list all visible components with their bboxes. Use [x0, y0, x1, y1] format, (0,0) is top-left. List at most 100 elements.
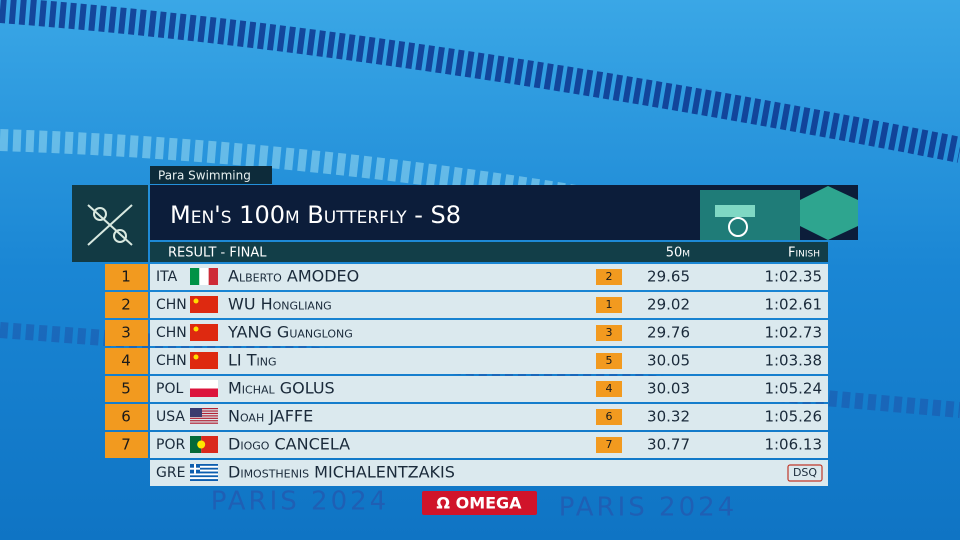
rank: 7 — [121, 436, 131, 454]
event-title: Men's 100m Butterfly - S8 — [170, 201, 461, 229]
flag-part — [190, 408, 202, 417]
athlete-name: Noah JAFFE — [228, 407, 313, 426]
flag-part — [190, 422, 218, 424]
split-time: 30.03 — [647, 380, 690, 398]
split-rank-box — [596, 353, 622, 369]
rank: 5 — [121, 380, 131, 398]
lane-rope — [0, 0, 960, 163]
flag-part — [193, 298, 199, 304]
athlete-name: Michal GOLUS — [228, 379, 335, 398]
finish-time: 1:06.13 — [764, 436, 822, 454]
athlete-name: LI Ting — [228, 351, 277, 370]
country-code: USA — [156, 409, 185, 425]
rank-box — [105, 320, 148, 346]
flag-part — [190, 415, 218, 417]
row-background — [150, 292, 828, 318]
rank-box — [105, 376, 148, 402]
results-table: 1 ITA Alberto AMODEO 2 29.65 1:02.35 2 CHN WU Ho… — [105, 264, 828, 486]
rank: 2 — [121, 296, 131, 314]
games-logo: PARIS 2024 — [559, 493, 737, 523]
flag-part — [190, 412, 218, 415]
country-code: CHN — [156, 353, 187, 369]
athlete-name: WU Hongliang — [228, 295, 332, 314]
lane-rope — [0, 129, 602, 211]
flag-part — [190, 436, 202, 453]
flag-part — [190, 380, 218, 389]
rank-box — [105, 432, 148, 458]
flag — [190, 436, 218, 453]
flag-part — [190, 388, 218, 397]
rank: 3 — [121, 324, 131, 342]
flag-part — [193, 326, 199, 332]
country-code: POL — [156, 381, 183, 397]
flag — [190, 408, 218, 424]
flag-part — [190, 296, 218, 313]
split-rank-box — [596, 409, 622, 425]
finish-time: 1:05.24 — [764, 380, 822, 398]
sponsor-box — [422, 491, 537, 515]
flag-part — [190, 467, 200, 470]
athlete-name: Diogo CANCELA — [228, 435, 350, 454]
flag-part — [190, 471, 218, 474]
flag-part — [190, 473, 218, 476]
flag-part — [197, 440, 206, 449]
result-label: Result - Final — [168, 246, 267, 261]
finish-time: 1:02.73 — [764, 324, 822, 342]
row-background — [150, 320, 828, 346]
flag-part — [201, 436, 218, 453]
split-rank-box — [596, 437, 622, 453]
flag — [190, 268, 218, 285]
flag-part — [190, 464, 218, 466]
split-time: 29.65 — [647, 268, 690, 286]
flag-part — [190, 467, 218, 470]
split-time: 30.05 — [647, 352, 690, 370]
flag-part — [199, 268, 209, 285]
rank: 4 — [121, 352, 131, 370]
status: DSQ — [793, 466, 817, 479]
row-background — [150, 348, 828, 374]
split-rank: 1 — [606, 298, 613, 311]
flag-part — [190, 420, 218, 422]
row-background — [150, 404, 828, 430]
split-rank-box — [596, 269, 622, 285]
flag — [190, 324, 218, 341]
rank: 1 — [121, 268, 131, 286]
row-background — [150, 376, 828, 402]
rank-box — [105, 264, 148, 290]
flag-part — [190, 477, 218, 480]
column-header: 50m — [666, 246, 690, 261]
games-logo: PARIS 2024 — [211, 487, 389, 517]
split-rank: 5 — [606, 354, 613, 367]
row-background — [150, 460, 828, 486]
split-rank: 7 — [606, 438, 613, 451]
split-rank: 4 — [606, 382, 613, 395]
flag-part — [190, 410, 218, 412]
rank-box — [105, 292, 148, 318]
rank-box — [105, 348, 148, 374]
status-box — [787, 464, 823, 482]
sport-logo-box — [72, 185, 148, 262]
rank: 6 — [121, 408, 131, 426]
split-rank-box — [596, 381, 622, 397]
country-code: CHN — [156, 297, 187, 313]
split-rank: 6 — [606, 410, 613, 423]
flag-part — [190, 469, 218, 472]
flag-part — [208, 268, 218, 285]
category-tab — [150, 166, 272, 184]
flag — [190, 464, 218, 481]
category: Para Swimming — [158, 169, 251, 183]
country-code: ITA — [156, 269, 178, 285]
split-rank-box — [596, 325, 622, 341]
split-rank: 2 — [606, 270, 613, 283]
split-rank-box — [596, 297, 622, 313]
rank-box — [105, 404, 148, 430]
split-time: 29.76 — [647, 324, 690, 342]
athlete-name: YANG Guanglong — [227, 323, 353, 342]
finish-time: 1:02.61 — [764, 296, 822, 314]
row-background — [150, 432, 828, 458]
flag — [190, 296, 218, 313]
sponsor: Ω OMEGA — [436, 494, 522, 513]
finish-time: 1:03.38 — [764, 352, 822, 370]
subheader-bar — [150, 242, 828, 262]
flag-part — [190, 324, 218, 341]
